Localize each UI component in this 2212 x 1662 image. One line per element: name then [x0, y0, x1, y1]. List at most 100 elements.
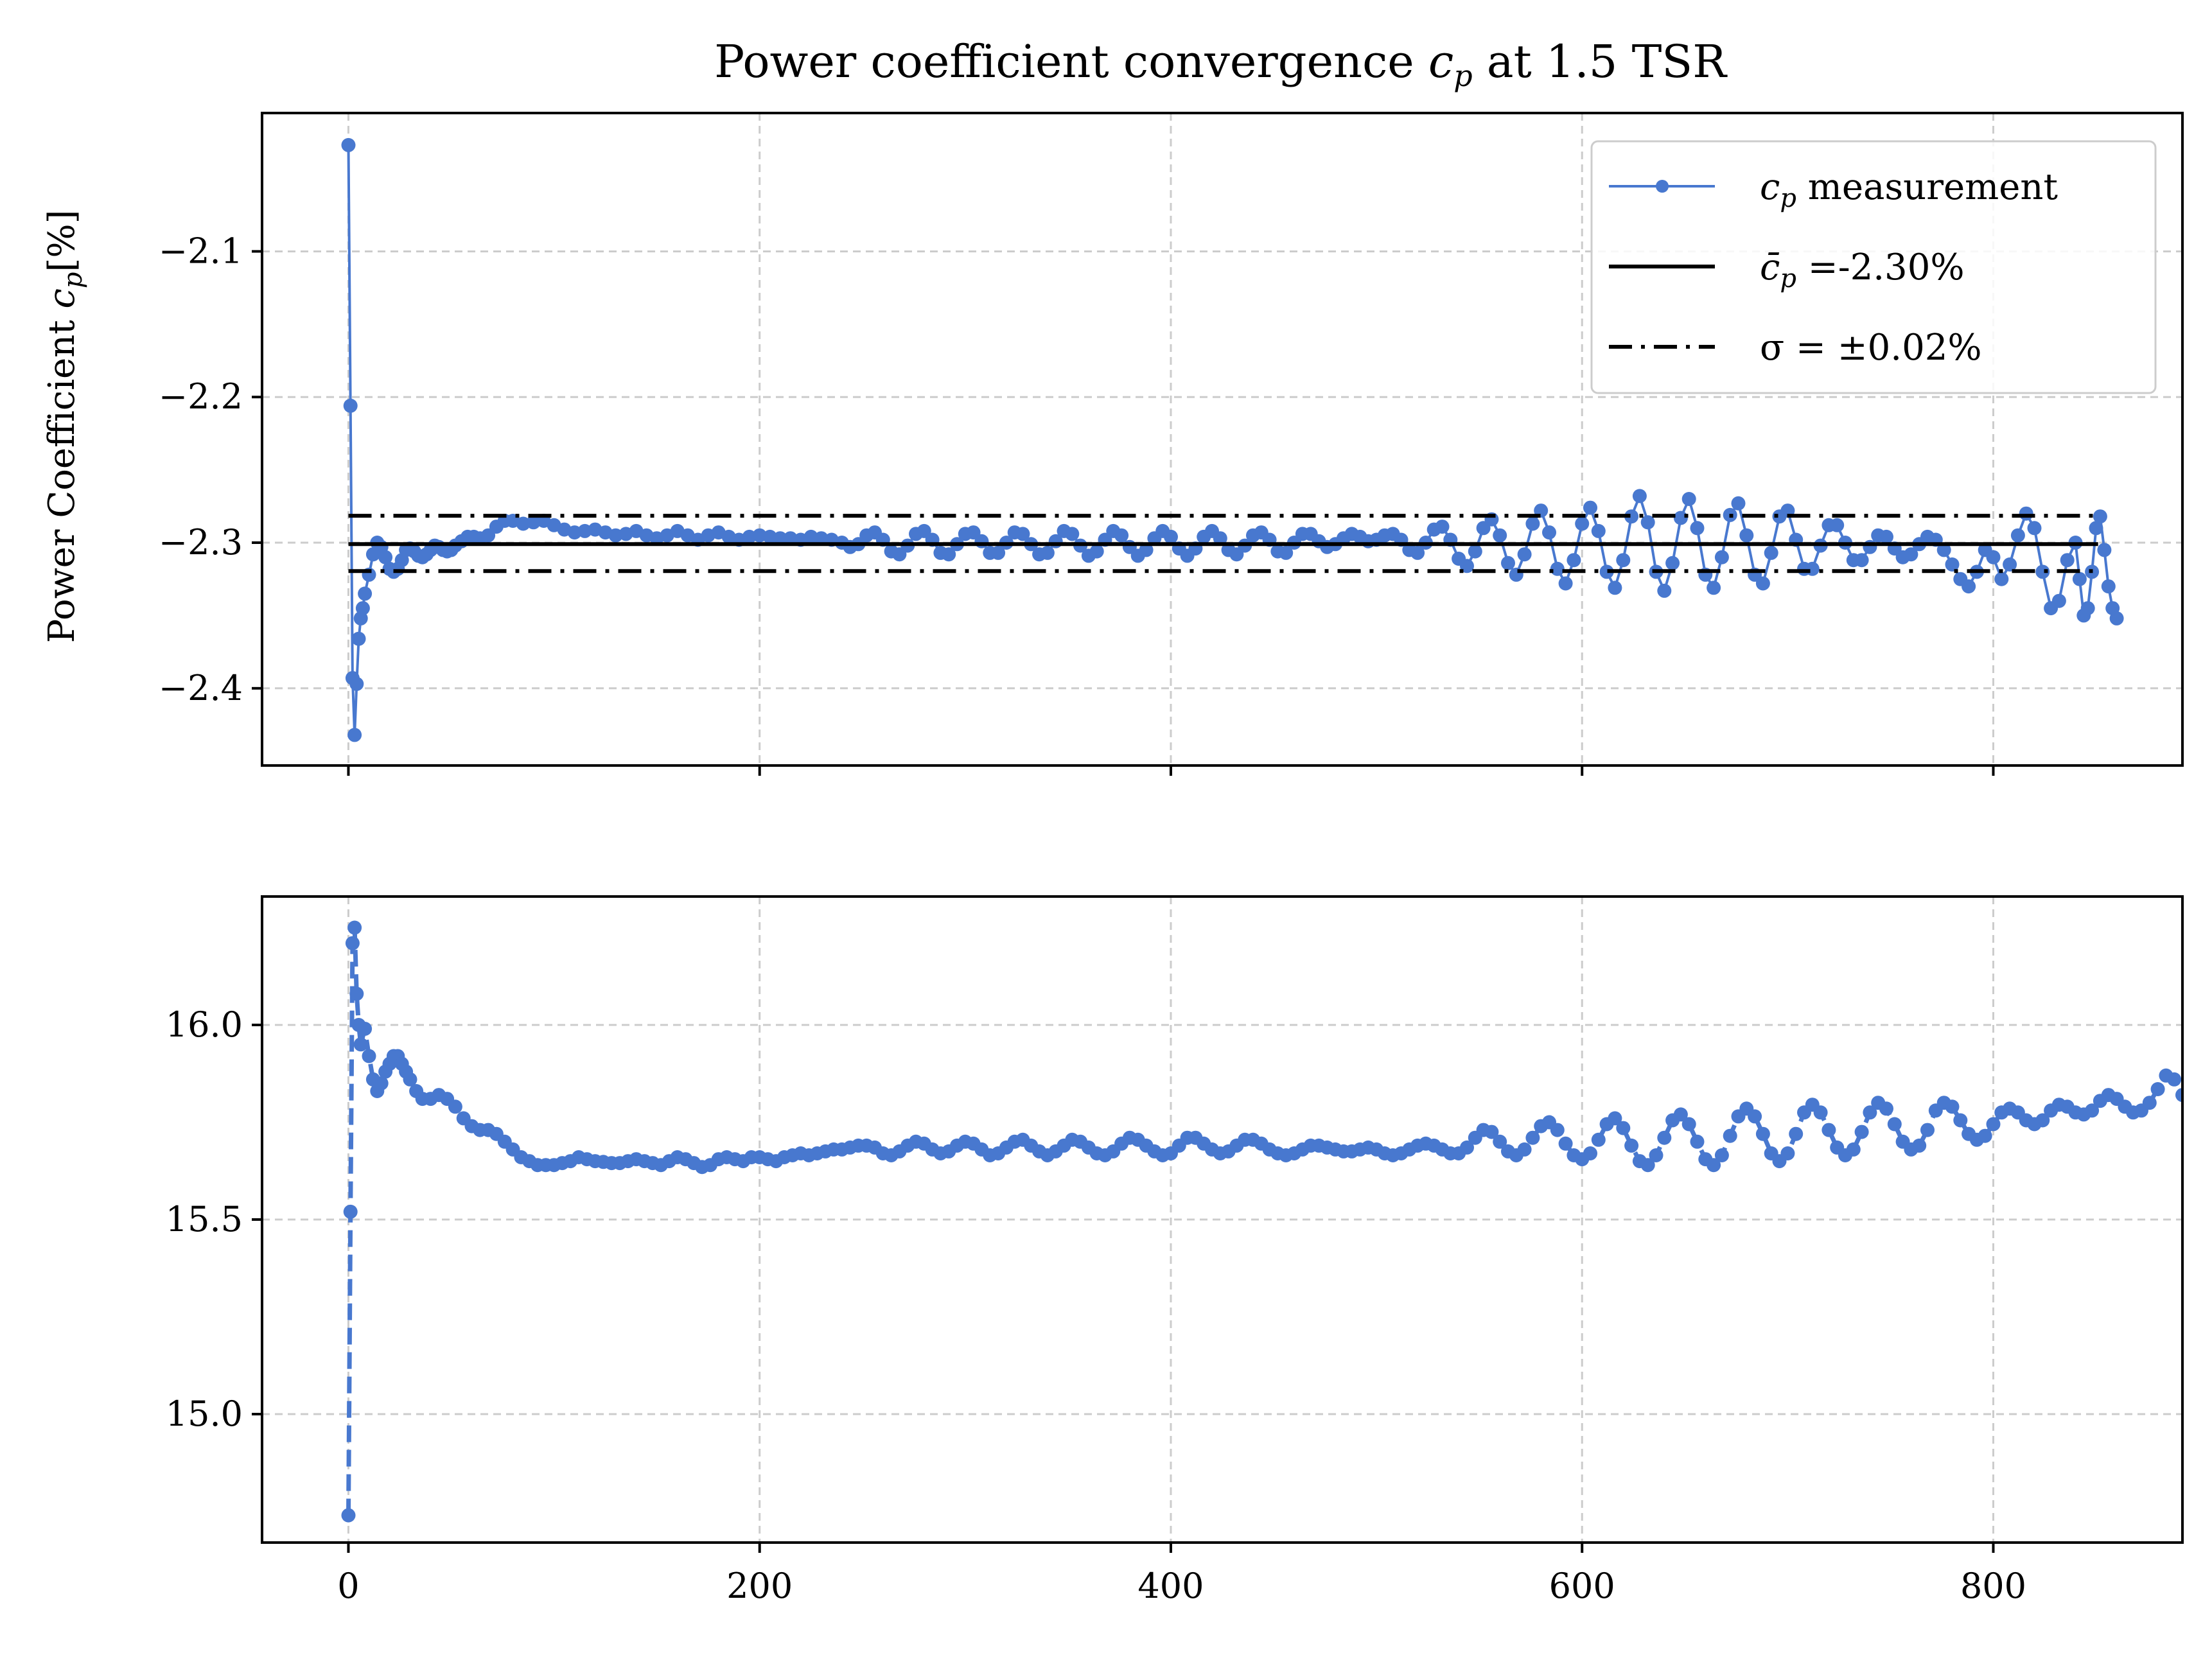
top-data-point-171	[1665, 555, 1680, 570]
bottom-data-point-162	[1583, 1146, 1597, 1160]
top-data-point-1	[343, 398, 358, 413]
top-data-point-172	[1673, 511, 1688, 525]
top-data-point-159	[1567, 553, 1581, 568]
bottom-data-point-0	[341, 1508, 356, 1523]
top-data-point-160	[1575, 516, 1590, 531]
top-data-point-173	[1681, 492, 1696, 506]
top-data-point-188	[1805, 561, 1820, 576]
top-data-point-98	[1065, 527, 1080, 541]
top-data-point-223	[2080, 601, 2095, 616]
top-ytick-label-3: −2.1	[159, 231, 243, 271]
top-data-point-68	[814, 531, 829, 546]
top-data-point-168	[1640, 515, 1655, 530]
top-data-point-215	[2027, 521, 2042, 536]
top-data-point-165	[1616, 553, 1631, 568]
top-data-point-218	[2051, 593, 2066, 608]
bottom-xtick-label-200: 200	[726, 1566, 793, 1606]
bottom-data-point-4	[349, 986, 364, 1001]
bottom-panel: 0 200 400 600 800 15.0 15.5 16.0	[166, 895, 2184, 1606]
top-data-point-153	[1517, 547, 1532, 562]
bottom-data-point-163	[1591, 1132, 1606, 1147]
top-data-point-197	[1879, 529, 1893, 544]
bottom-data-point-182	[1748, 1109, 1762, 1124]
bottom-data-point-147	[1460, 1140, 1474, 1155]
top-data-point-110	[1164, 529, 1178, 544]
bottom-data-point-203	[1920, 1123, 1935, 1137]
top-ytick-label-0: −2.4	[159, 668, 243, 708]
top-data-point-39	[516, 516, 531, 531]
top-data-point-44	[567, 525, 582, 540]
bottom-data-point-24	[448, 1099, 462, 1114]
bottom-data-point-202	[1912, 1138, 1927, 1153]
top-series-group	[341, 137, 2124, 742]
legend-label-sigma: σ = ±0.02%	[1760, 327, 1982, 369]
legend-label-measurement-rest: measurement	[1796, 166, 2058, 208]
top-data-point-167	[1632, 489, 1647, 503]
bottom-data-point-1	[343, 1204, 358, 1219]
top-data-point-214	[2019, 506, 2033, 521]
top-ytick-label-1: −2.3	[159, 522, 243, 563]
top-data-point-8	[358, 586, 373, 601]
bottom-data-point-231	[2150, 1082, 2165, 1096]
bottom-data-point-150	[1484, 1124, 1499, 1139]
bottom-data-point-194	[1846, 1142, 1861, 1157]
bottom-data-point-223	[2085, 1103, 2100, 1118]
top-data-point-164	[1608, 581, 1622, 595]
bottom-data-point-234	[2175, 1088, 2182, 1103]
top-data-point-204	[1936, 543, 1951, 557]
top-data-point-230	[2109, 611, 2124, 625]
top-data-point-227	[2097, 543, 2112, 557]
bottom-data-point-175	[1690, 1134, 1705, 1149]
bottom-data-point-169	[1640, 1158, 1655, 1173]
top-panel: −2.4 −2.3 −2.2 −2.1	[159, 112, 2184, 776]
bottom-data-point-190	[1813, 1105, 1828, 1120]
top-data-point-62	[752, 528, 767, 543]
top-data-point-3	[347, 728, 362, 742]
bottom-data-point-158	[1550, 1123, 1565, 1137]
bottom-data-point-166	[1616, 1121, 1631, 1135]
chart-title: Power coefficient convergence cp at 1.5 …	[714, 35, 1728, 93]
bottom-data-point-6	[353, 1037, 368, 1052]
top-data-point-163	[1599, 564, 1614, 579]
top-data-point-143	[1435, 520, 1450, 534]
bottom-data-point-195	[1854, 1124, 1869, 1139]
top-data-point-150	[1493, 528, 1507, 543]
bottom-data-point-179	[1723, 1128, 1737, 1143]
bottom-series-group	[341, 920, 2182, 1523]
top-data-point-162	[1591, 523, 1606, 538]
top-data-point-4	[349, 677, 364, 691]
bottom-data-point-199	[1887, 1117, 1902, 1132]
legend: cp measurement c̄p =-2.30% σ = ±0.02%	[1590, 140, 2157, 394]
top-data-point-212	[2003, 557, 2017, 572]
top-data-point-207	[1962, 579, 1976, 594]
top-data-point-221	[2072, 572, 2087, 586]
bottom-data-point-154	[1517, 1142, 1532, 1157]
top-data-point-195	[1863, 539, 1877, 554]
top-data-point-210	[1986, 550, 2001, 564]
top-data-point-87	[974, 534, 989, 548]
top-data-point-95	[1040, 545, 1055, 560]
top-data-point-166	[1624, 509, 1639, 524]
bottom-data-point-3	[347, 920, 362, 935]
bottom-data-point-217	[2035, 1113, 2050, 1128]
top-axes-frame	[261, 112, 2184, 767]
top-data-point-219	[2060, 553, 2075, 568]
top-data-point-156	[1542, 525, 1556, 540]
top-data-point-0	[341, 137, 356, 152]
top-data-point-179	[1731, 496, 1746, 511]
top-data-point-194	[1854, 553, 1869, 568]
top-data-point-13	[378, 550, 393, 564]
top-data-point-83	[942, 547, 956, 562]
bottom-data-point-2	[345, 936, 360, 950]
bottom-data-point-18	[403, 1072, 417, 1087]
top-data-point-176	[1707, 581, 1721, 595]
bottom-xtick-label-600: 600	[1549, 1566, 1615, 1606]
top-data-point-174	[1690, 521, 1705, 536]
bottom-xtick-label-0: 0	[337, 1566, 359, 1606]
bottom-data-point-230	[2142, 1096, 2157, 1110]
bottom-data-point-210	[1978, 1128, 1992, 1143]
legend-marker-measurement	[1656, 180, 1669, 193]
legend-label-measurement: cp measurement	[1760, 166, 2058, 213]
legend-box	[1590, 140, 2157, 394]
